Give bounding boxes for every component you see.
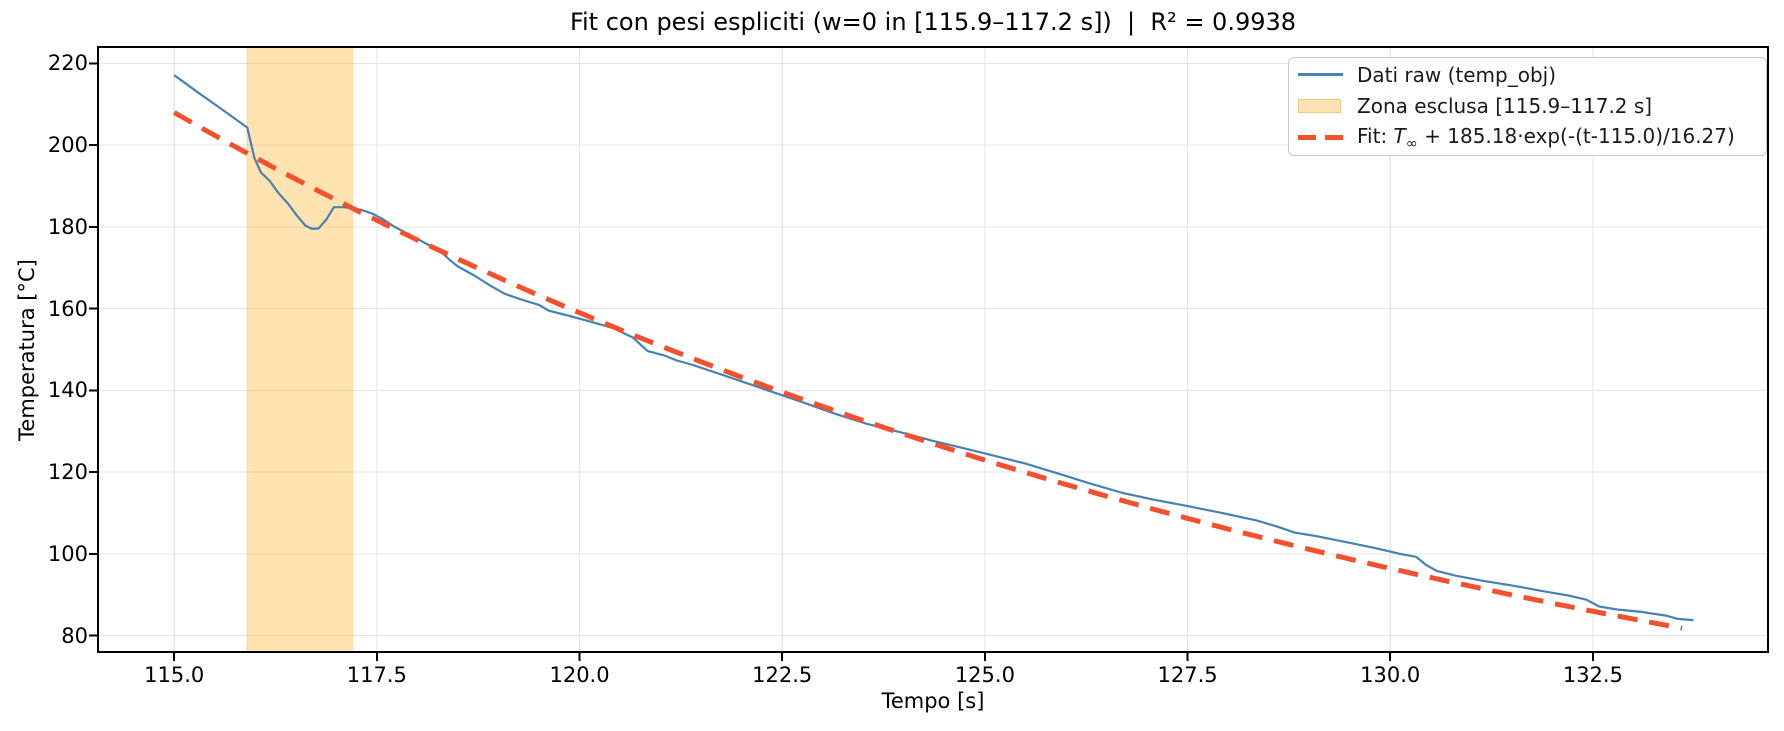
legend-label: Dati raw (temp_obj): [1357, 62, 1557, 87]
legend-item-raw: Dati raw (temp_obj): [1298, 59, 1766, 91]
legend-item-fit: Fit: T∞ + 185.18·exp(-(t-115.0)/16.27): [1298, 122, 1766, 154]
raw-data-line: [173, 74, 1694, 622]
fit-line: [172, 110, 1683, 631]
excluded-zone-swatch-icon: [1298, 99, 1341, 114]
axis-frame: [97, 46, 1769, 653]
raw-line-swatch-icon: [1298, 73, 1343, 77]
legend-label-fit: Fit: T∞ + 185.18·exp(-(t-115.0)/16.27): [1357, 123, 1735, 152]
fit-dash-swatch-icon: [1298, 135, 1343, 141]
y-axis-label: Temperatura [°C]: [15, 259, 39, 441]
x-axis-label: Tempo [s]: [881, 689, 985, 713]
legend-swatch-area: [1298, 73, 1343, 77]
excluded-zone-band: [246, 46, 354, 653]
legend-swatch-area: [1298, 135, 1343, 141]
legend-label: Zona esclusa [115.9–117.2 s]: [1357, 94, 1653, 119]
legend-item-excluded-zone: Zona esclusa [115.9–117.2 s]: [1298, 91, 1766, 123]
chart-title: Fit con pesi espliciti (w=0 in [115.9–11…: [569, 8, 1297, 36]
legend: Dati raw (temp_obj) Zona esclusa [115.9–…: [1288, 57, 1767, 156]
legend-swatch-area: [1298, 99, 1343, 114]
